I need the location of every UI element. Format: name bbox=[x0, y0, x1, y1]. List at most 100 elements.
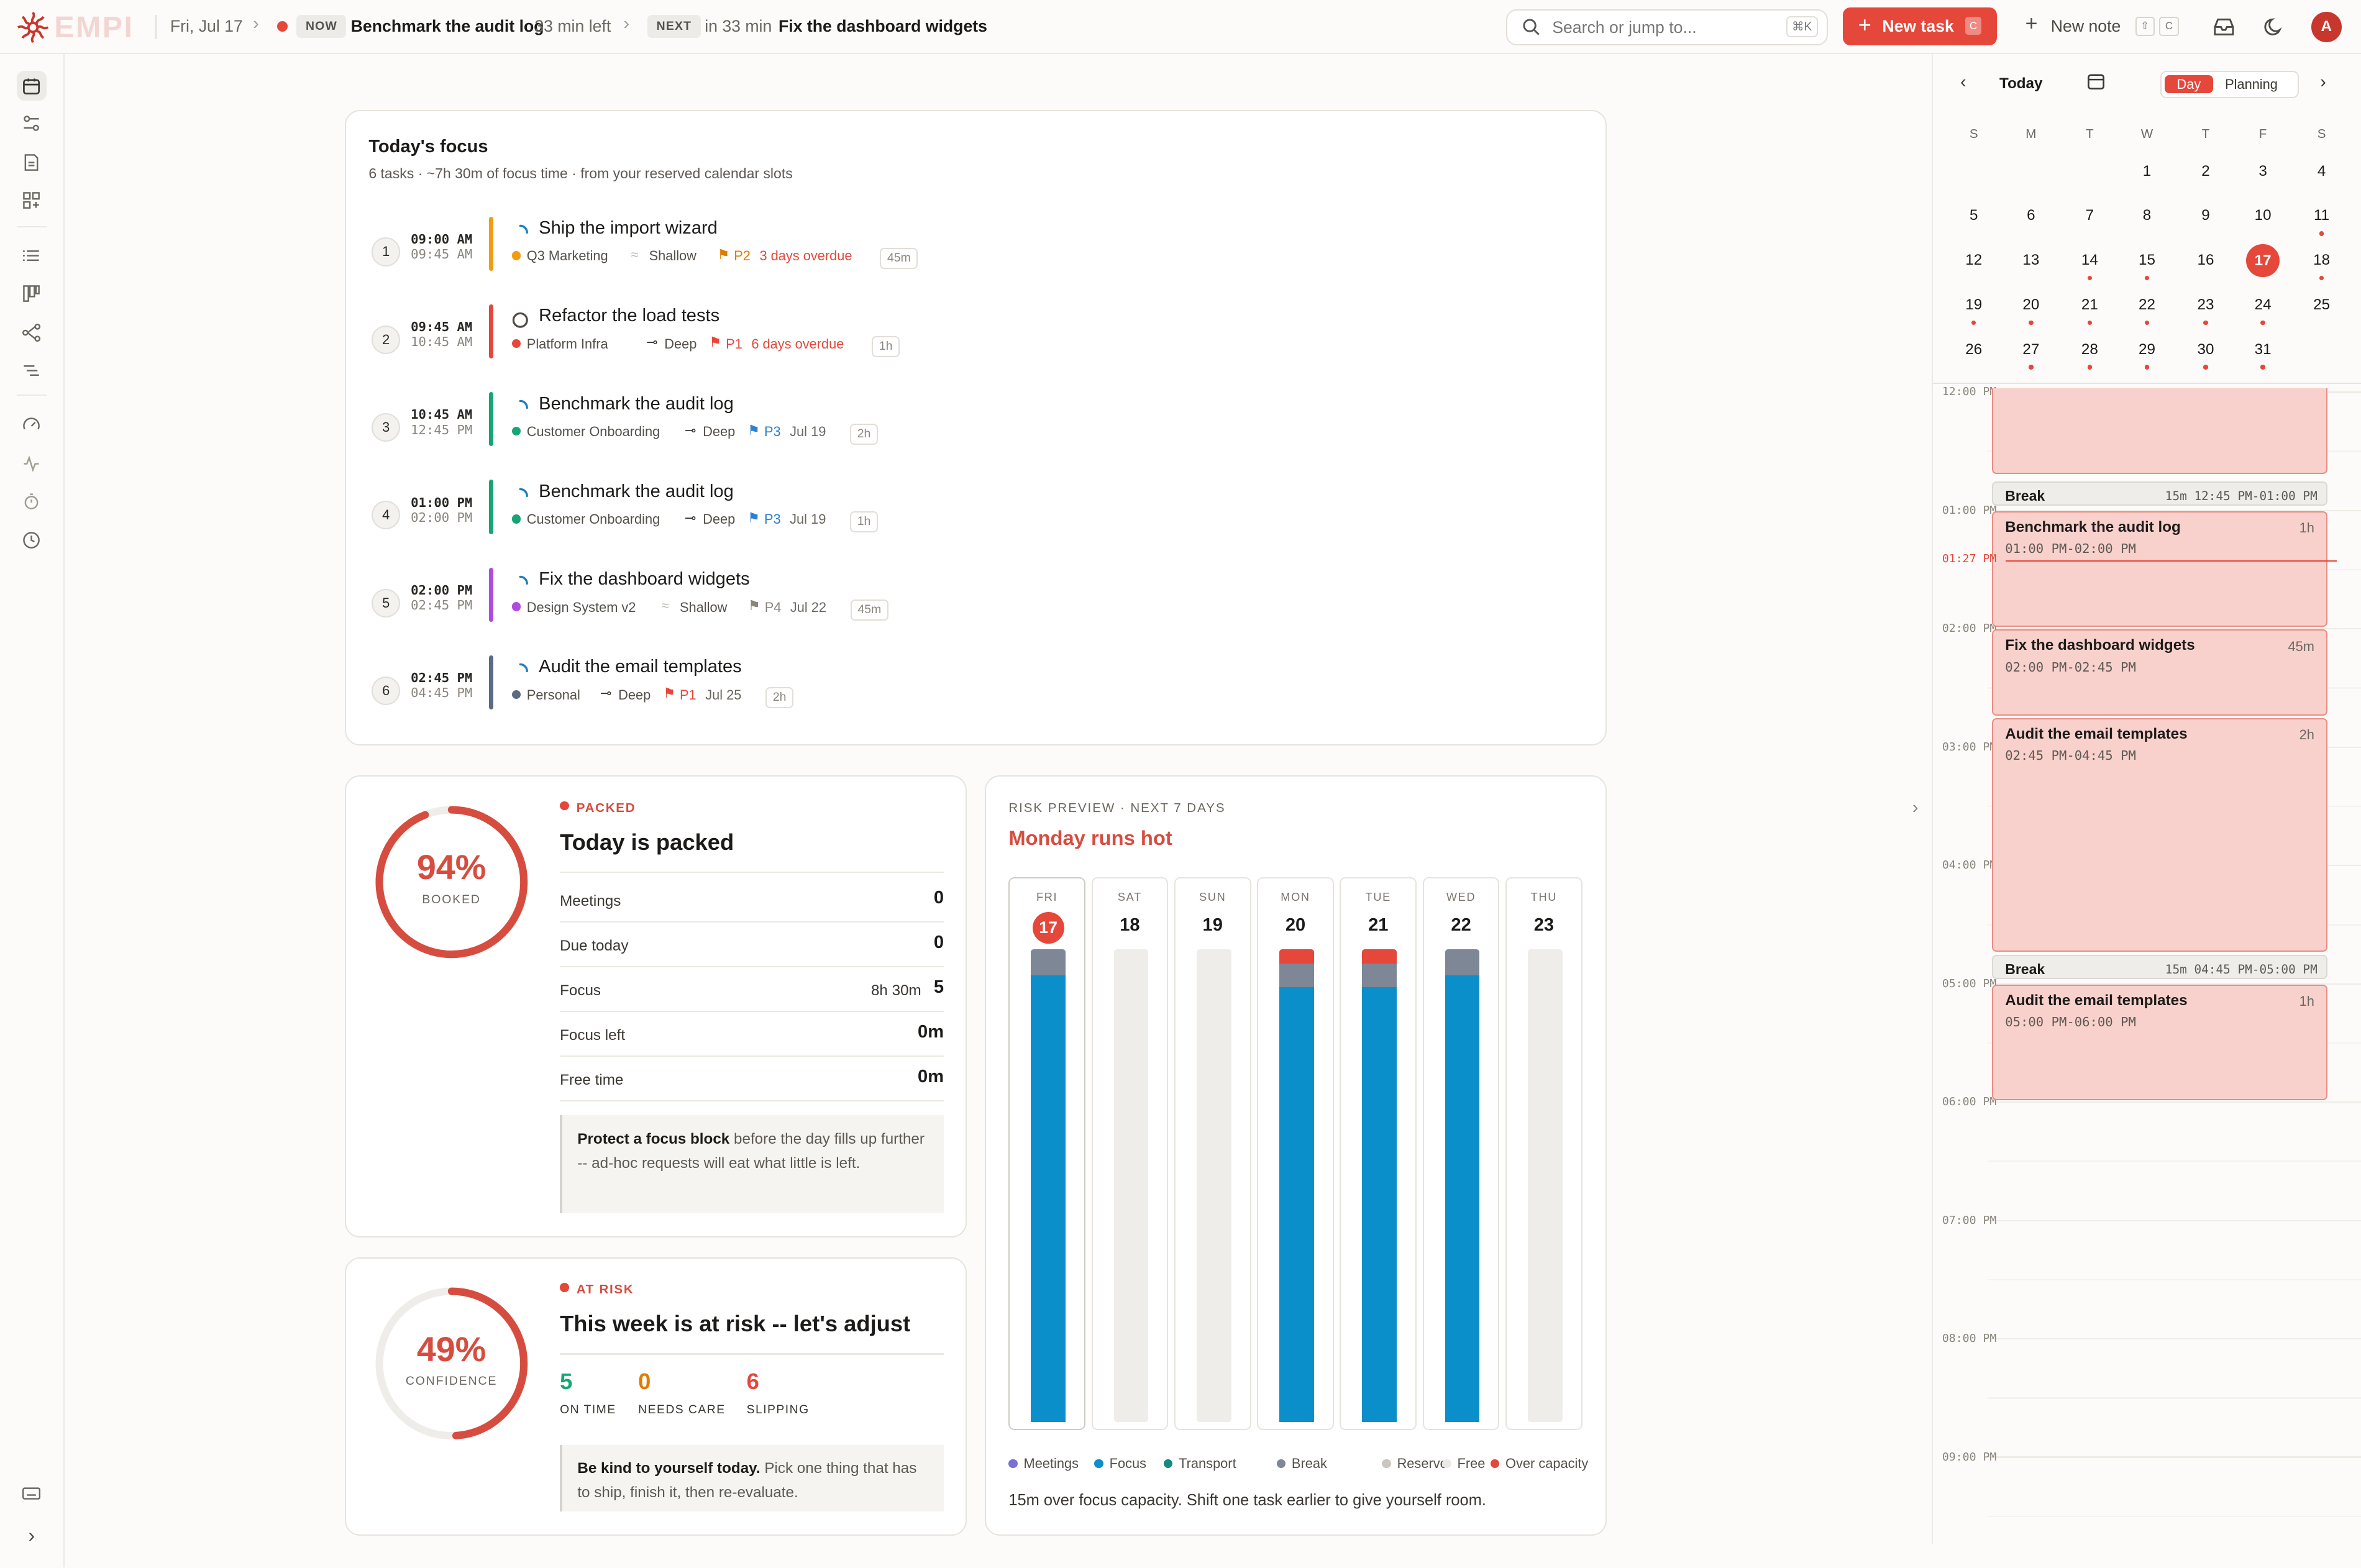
list-icon[interactable] bbox=[17, 241, 47, 271]
day-column[interactable]: FRI 17 bbox=[1008, 877, 1085, 1430]
calendar-day[interactable]: 7 bbox=[2085, 207, 2094, 224]
today-button[interactable]: Today bbox=[1999, 75, 2043, 93]
calendar-day[interactable]: 25 bbox=[2313, 296, 2331, 313]
calendar-icon[interactable] bbox=[2087, 72, 2105, 90]
timer-icon[interactable] bbox=[17, 486, 47, 516]
focus-task-row[interactable]: 3 10:45 AM 12:45 PM Benchmark the audit log… bbox=[346, 392, 1605, 471]
task-name[interactable]: Ship the import wizard bbox=[539, 217, 718, 238]
focus-task-row[interactable]: 2 09:45 AM 10:45 AM Refactor the load tests… bbox=[346, 304, 1605, 383]
clock-icon[interactable] bbox=[17, 526, 47, 555]
calendar-day[interactable]: 22 bbox=[2138, 296, 2155, 313]
stat-extra: 8h 30m bbox=[870, 982, 921, 999]
day-column[interactable]: SAT 18 bbox=[1091, 877, 1169, 1430]
calendar-day[interactable]: 4 bbox=[2317, 162, 2326, 180]
half-hour-line bbox=[1987, 1515, 2361, 1518]
search-box[interactable]: Search or jump to... ⌘K bbox=[1505, 9, 1829, 45]
day-column[interactable]: TUE 21 bbox=[1340, 877, 1417, 1430]
now-task-title[interactable]: Benchmark the audit log bbox=[350, 16, 544, 35]
calendar-day[interactable]: 3 bbox=[2258, 162, 2267, 180]
calendar-day[interactable]: 10 bbox=[2254, 207, 2272, 224]
in-progress-icon[interactable] bbox=[512, 659, 529, 675]
calendar-day[interactable]: 21 bbox=[2081, 296, 2098, 313]
workflow-icon[interactable] bbox=[17, 317, 47, 347]
calendar-day[interactable]: 27 bbox=[2022, 340, 2040, 358]
app-logo[interactable]: EMPI bbox=[15, 9, 134, 45]
focus-task-row[interactable]: 6 02:45 PM 04:45 PM Audit the email templat… bbox=[346, 655, 1605, 734]
chevron-left-icon[interactable]: ‹ bbox=[1960, 72, 1966, 93]
task-name[interactable]: Benchmark the audit log bbox=[539, 481, 734, 501]
focus-task-row[interactable]: 4 01:00 PM 02:00 PM Benchmark the audit log… bbox=[346, 480, 1605, 558]
calendar-day[interactable]: 9 bbox=[2201, 207, 2210, 224]
in-progress-icon[interactable] bbox=[512, 395, 529, 412]
calendar-day[interactable]: 14 bbox=[2081, 252, 2098, 269]
calendar-day[interactable]: 29 bbox=[2138, 340, 2155, 358]
calendar-event[interactable]: Audit the email templates 2h 02:45 PM-04:4… bbox=[1991, 718, 2328, 952]
focus-task-row[interactable]: 1 09:00 AM 09:45 AM Ship the import wizard Q… bbox=[346, 216, 1605, 295]
calendar-day[interactable]: 13 bbox=[2022, 252, 2040, 269]
calendar-day[interactable]: 18 bbox=[2313, 252, 2331, 269]
calendar-day[interactable]: 16 bbox=[2197, 252, 2214, 269]
day-column[interactable]: THU 23 bbox=[1505, 877, 1582, 1430]
in-progress-icon[interactable] bbox=[512, 571, 529, 588]
status-circle-icon[interactable] bbox=[512, 308, 529, 328]
break-block[interactable]: Break 15m 12:45 PM-01:00 PM bbox=[1991, 481, 2328, 506]
focus-task-row[interactable]: 5 02:00 PM 02:45 PM Fix the dashboard widge… bbox=[346, 567, 1605, 646]
calendar-day[interactable]: 19 bbox=[1965, 296, 1983, 313]
view-day-tab[interactable]: Day bbox=[2165, 75, 2213, 93]
task-name[interactable]: Audit the email templates bbox=[539, 657, 742, 677]
task-name[interactable]: Refactor the load tests bbox=[539, 306, 720, 326]
needs-care-count: 0 bbox=[638, 1368, 651, 1394]
break-detail: 15m 04:45 PM-05:00 PM bbox=[2165, 962, 2318, 977]
calendar-day[interactable]: 11 bbox=[2314, 207, 2330, 224]
next-task-title[interactable]: Fix the dashboard widgets bbox=[778, 16, 987, 35]
calendar-day[interactable]: 28 bbox=[2081, 340, 2098, 358]
expand-icon[interactable]: › bbox=[28, 1524, 35, 1547]
in-progress-icon[interactable] bbox=[512, 219, 529, 236]
calendar-day[interactable]: 26 bbox=[1965, 340, 1983, 358]
calendar-day[interactable]: 1 bbox=[2142, 162, 2152, 180]
calendar-day[interactable]: 12 bbox=[1965, 252, 1983, 269]
in-progress-icon[interactable] bbox=[512, 483, 529, 499]
priority-label: P2 bbox=[734, 248, 751, 264]
calendar-event[interactable]: Audit the email templates 1h 05:00 PM-06:0… bbox=[1991, 984, 2328, 1100]
day-column[interactable]: MON 20 bbox=[1257, 877, 1334, 1430]
inbox-icon[interactable] bbox=[2212, 15, 2236, 39]
calendar-day[interactable]: 2 bbox=[2201, 162, 2210, 180]
calendar-day[interactable]: 6 bbox=[2027, 207, 2035, 224]
calendar-icon[interactable] bbox=[16, 70, 47, 101]
task-name[interactable]: Benchmark the audit log bbox=[539, 393, 734, 414]
day-column[interactable]: SUN 19 bbox=[1174, 877, 1251, 1430]
view-planning-tab[interactable]: Planning bbox=[2225, 76, 2278, 93]
avatar[interactable]: A bbox=[2311, 12, 2342, 42]
calendar-day[interactable]: 24 bbox=[2254, 296, 2272, 313]
calendar-day[interactable]: 23 bbox=[2197, 296, 2214, 313]
gauge-icon[interactable] bbox=[17, 409, 47, 439]
subtasks-icon[interactable] bbox=[17, 355, 47, 385]
calendar-event[interactable]: Benchmark the audit log 1h 01:00 PM-02:00 … bbox=[1991, 511, 2328, 627]
task-name[interactable]: Fix the dashboard widgets bbox=[539, 569, 750, 590]
break-block[interactable]: Break 15m 04:45 PM-05:00 PM bbox=[1991, 955, 2328, 980]
calendar-day[interactable]: 20 bbox=[2022, 296, 2040, 313]
priority-flag-icon: ⚑ bbox=[717, 247, 730, 263]
moon-icon[interactable] bbox=[2262, 15, 2286, 39]
calendar-day[interactable]: 17 bbox=[2246, 244, 2280, 278]
calendar-event[interactable] bbox=[1991, 388, 2328, 475]
calendar-day[interactable]: 8 bbox=[2142, 207, 2152, 224]
document-icon[interactable] bbox=[17, 147, 47, 177]
calendar-day[interactable]: 15 bbox=[2138, 252, 2155, 269]
day-column[interactable]: WED 22 bbox=[1422, 877, 1500, 1430]
hour-label: 01:00 PM bbox=[1942, 503, 1997, 517]
panel-toggle-chevron-icon[interactable]: › bbox=[1912, 798, 1919, 818]
filters-icon[interactable] bbox=[17, 108, 47, 138]
calendar-day[interactable]: 30 bbox=[2197, 340, 2214, 358]
calendar-event[interactable]: Fix the dashboard widgets 45m 02:00 PM-02:… bbox=[1991, 629, 2328, 716]
apps-icon[interactable] bbox=[17, 185, 47, 215]
board-icon[interactable] bbox=[17, 278, 47, 308]
project-dot bbox=[511, 251, 521, 260]
calendar-day[interactable]: 31 bbox=[2254, 340, 2272, 358]
calendar-day[interactable]: 5 bbox=[1970, 207, 1978, 224]
new-task-button[interactable]: + New task C bbox=[1843, 7, 1997, 45]
chevron-right-icon[interactable]: › bbox=[2320, 72, 2326, 93]
keyboard-icon[interactable] bbox=[17, 1479, 47, 1508]
activity-icon[interactable] bbox=[17, 449, 47, 478]
